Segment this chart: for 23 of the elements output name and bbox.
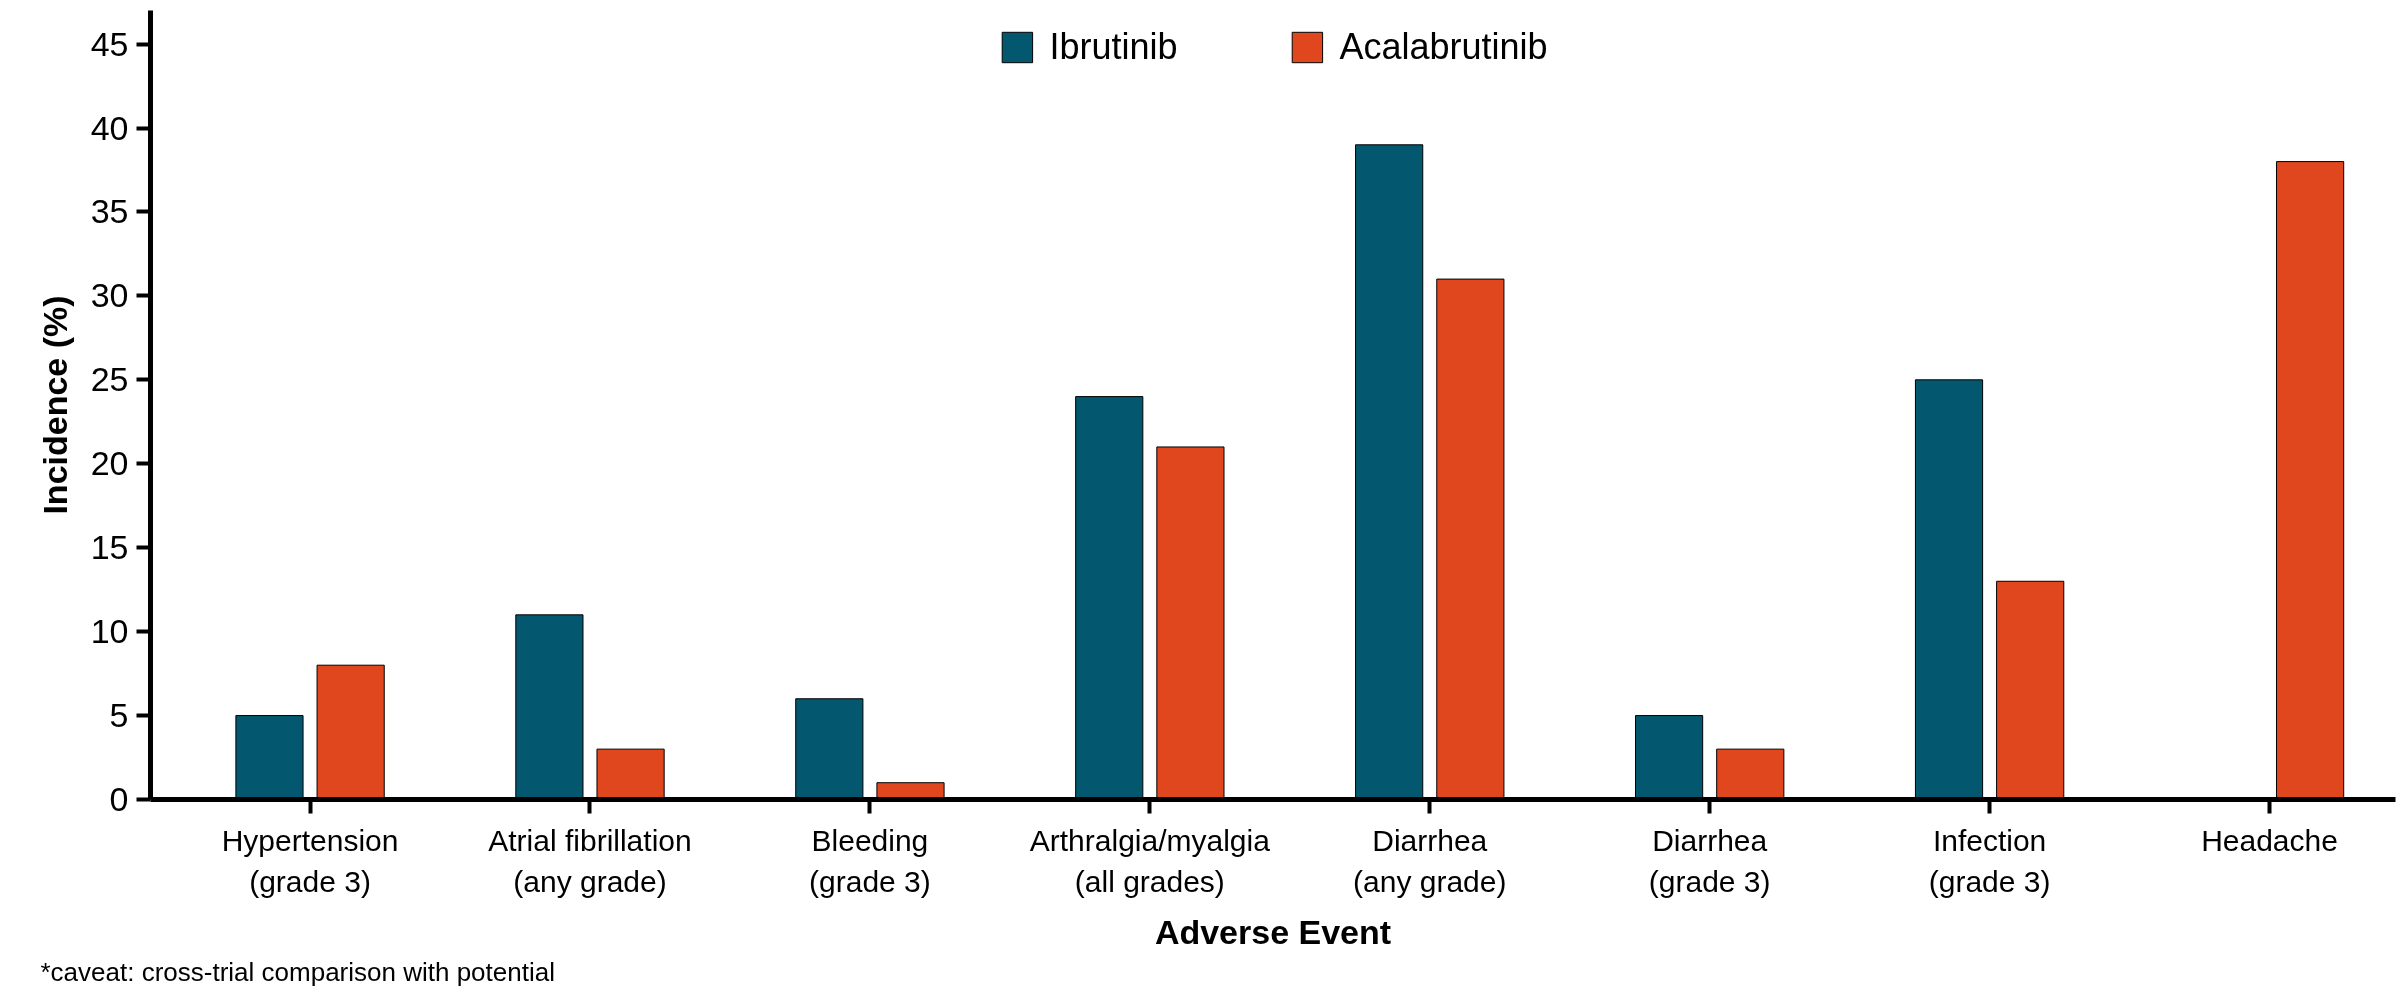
y-tick-label: 45 xyxy=(90,24,129,63)
x-tick-label: Hypertension (grade 3) xyxy=(221,823,399,898)
y-tick-label: 0 xyxy=(109,780,129,818)
x-tick-label: Bleeding (grade 3) xyxy=(809,823,931,898)
legend-label: Acalabrutinib xyxy=(1339,26,1548,68)
x-axis-title: Adverse Event xyxy=(1154,912,1392,951)
x-tick-label: Diarrhea (any grade) xyxy=(1353,823,1507,898)
y-tick-label: 25 xyxy=(90,360,129,399)
y-tick-label: 10 xyxy=(90,612,129,651)
x-tick-label: Atrial fibrillation (any grade) xyxy=(488,823,692,898)
text: *caveat: cross-trial comparison with potential xyxy=(40,956,555,987)
x-tick-label: Headache xyxy=(2201,823,2338,857)
x-tick-label: Infection (grade 3) xyxy=(1928,823,2051,898)
y-tick-label: 5 xyxy=(109,696,129,735)
legend-label: Ibrutinib xyxy=(1049,26,1178,68)
y-axis-title: Incidence (%) xyxy=(35,295,74,515)
y-tick-label: 30 xyxy=(90,276,129,315)
y-tick-label: 40 xyxy=(90,108,129,147)
x-tick-label: Diarrhea (grade 3) xyxy=(1648,823,1771,898)
y-tick-label: 15 xyxy=(90,528,129,567)
y-tick-label: 20 xyxy=(90,444,129,483)
x-tick-label: Arthralgia/myalgia (all grades) xyxy=(1029,823,1271,898)
y-tick-label: 35 xyxy=(90,192,129,231)
